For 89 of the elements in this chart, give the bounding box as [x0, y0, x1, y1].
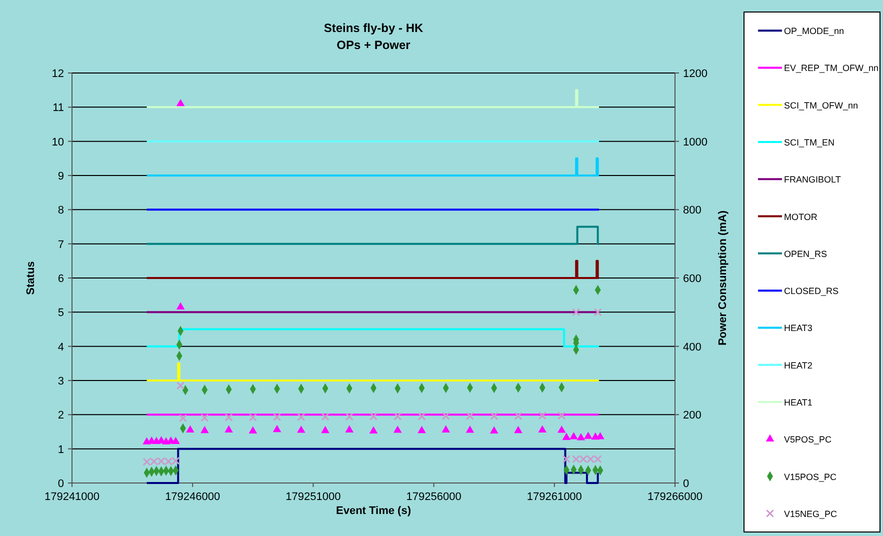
point — [224, 425, 233, 432]
y-tick-label: 11 — [52, 102, 64, 114]
point — [557, 426, 566, 433]
x-tick-label: 179266000 — [647, 491, 703, 503]
point — [272, 424, 282, 432]
point — [572, 308, 580, 316]
y-tick-label: 7 — [58, 238, 64, 251]
y2-tick-label: 400 — [683, 341, 702, 354]
point — [490, 412, 498, 420]
y-tick-label: 4 — [58, 341, 64, 354]
legend-label: OPEN_RS — [784, 248, 828, 259]
chart-subtitle: OPs + Power — [336, 38, 411, 52]
y-axis-title: Status — [25, 261, 37, 295]
y2-tick-label: 1200 — [683, 68, 708, 80]
y2-tick-label: 0 — [683, 478, 690, 490]
y2-tick-label: 800 — [683, 204, 702, 217]
legend-label: FRANGIBOLT — [784, 174, 842, 185]
point — [442, 412, 450, 420]
point — [394, 412, 402, 420]
point — [178, 414, 187, 422]
y-tick-label: 8 — [58, 204, 64, 217]
point — [296, 426, 306, 433]
point — [514, 426, 522, 434]
point — [176, 382, 185, 390]
point — [321, 412, 330, 421]
point — [172, 436, 180, 444]
y-tick-label: 12 — [52, 68, 64, 80]
point — [369, 426, 378, 434]
point — [369, 412, 378, 420]
x-tick-label: 179246000 — [165, 491, 220, 503]
point — [442, 425, 450, 432]
point — [466, 412, 474, 420]
point — [466, 426, 474, 433]
point — [186, 425, 194, 432]
point — [321, 426, 330, 434]
legend-label: HEAT3 — [784, 323, 812, 334]
y-tick-label: 10 — [52, 136, 64, 148]
point — [297, 413, 306, 422]
chart-title: Steins fly-by - HK — [324, 21, 424, 35]
point — [514, 412, 522, 420]
legend-label: SCI_TM_EN — [784, 138, 835, 148]
y-tick-label: 9 — [58, 170, 64, 182]
y2-axis-title: Power Consumption (mA) — [717, 210, 729, 346]
legend-label: HEAT1 — [784, 398, 812, 408]
legend-label: EV_REP_TM_OFW_nn — [784, 63, 879, 74]
point — [538, 425, 546, 432]
legend-label: OP_MODE_nn — [784, 26, 844, 36]
x-tick-label: 179261000 — [526, 491, 582, 503]
x-tick-label: 179241000 — [44, 491, 100, 503]
point — [490, 426, 498, 434]
point — [393, 426, 402, 433]
point — [584, 432, 592, 439]
legend-label: CLOSED_RS — [784, 286, 839, 296]
legend-label: V15POS_PC — [784, 472, 838, 482]
point — [576, 433, 586, 440]
point — [418, 426, 426, 434]
y-tick-label: 2 — [58, 410, 64, 422]
point — [248, 426, 258, 434]
point — [224, 413, 233, 422]
y2-tick-label: 200 — [683, 410, 702, 422]
y-tick-label: 3 — [58, 376, 64, 388]
point — [200, 426, 209, 434]
point — [272, 413, 282, 422]
y-tick-label: 0 — [58, 478, 64, 490]
point — [200, 414, 209, 422]
point — [248, 413, 257, 422]
point — [176, 302, 185, 310]
x-tick-label: 179251000 — [286, 491, 341, 503]
point — [562, 432, 571, 440]
point — [345, 425, 354, 432]
legend-label: V5POS_PC — [784, 434, 832, 445]
y-tick-label: 6 — [58, 273, 64, 285]
x-axis-title: Event Time (s) — [336, 505, 412, 517]
x-tick-label: 179256000 — [406, 491, 462, 503]
y-tick-label: 5 — [58, 307, 64, 320]
point — [345, 412, 354, 421]
y2-tick-label: 600 — [683, 273, 702, 285]
point — [570, 432, 578, 440]
y2-tick-label: 1000 — [683, 136, 708, 148]
point — [176, 98, 185, 106]
legend-label: V15NEG_PC — [784, 508, 838, 519]
point — [594, 308, 602, 316]
legend-label: MOTOR — [784, 212, 818, 222]
point — [558, 412, 566, 420]
point — [418, 412, 426, 420]
legend-label: SCI_TM_OFW_nn — [784, 100, 858, 110]
legend-label: HEAT2 — [784, 360, 812, 370]
y-tick-label: 1 — [58, 444, 64, 456]
point — [538, 412, 546, 420]
